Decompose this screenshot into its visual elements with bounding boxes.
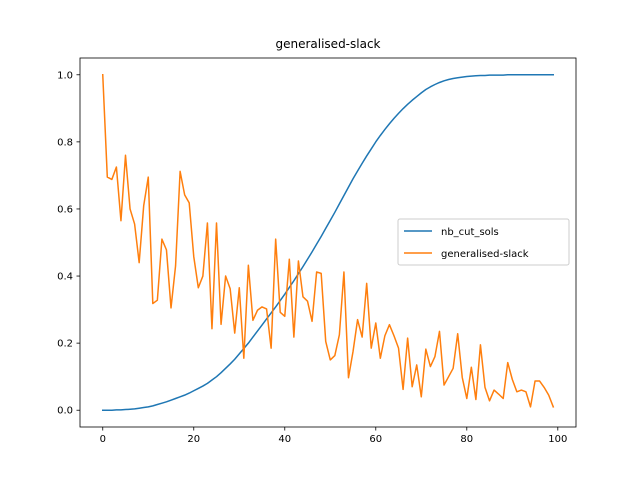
legend: nb_cut_sols generalised-slack <box>397 218 570 266</box>
y-tick-label: 1.0 <box>57 70 73 81</box>
axes-frame <box>79 57 577 428</box>
y-tick-label: 0.2 <box>57 339 73 350</box>
y-tick-label: 0.8 <box>57 137 73 148</box>
x-tick-label: 60 <box>369 434 382 445</box>
chart-title: generalised-slack <box>275 37 380 51</box>
x-tick-label: 100 <box>548 434 567 445</box>
x-tick-label: 40 <box>278 434 291 445</box>
axes: 0 20 40 60 80 100 0.0 0.2 0.4 0.6 0.8 1.0 <box>57 57 577 445</box>
x-tick-label: 0 <box>100 434 106 445</box>
series-line-generalised-slack <box>101 73 555 408</box>
x-tick-label: 20 <box>187 434 200 445</box>
y-tick-label: 0.4 <box>57 272 73 283</box>
y-tick-label: 0.6 <box>57 204 73 215</box>
legend-box <box>397 218 570 266</box>
y-tick-label: 0.0 <box>57 406 73 417</box>
legend-label-nb-cut-sols: nb_cut_sols <box>441 227 499 238</box>
x-tick-label: 80 <box>460 434 473 445</box>
legend-label-generalised-slack: generalised-slack <box>441 249 529 260</box>
series-line-nb-cut-sols <box>102 74 554 411</box>
plot-area <box>101 73 555 411</box>
